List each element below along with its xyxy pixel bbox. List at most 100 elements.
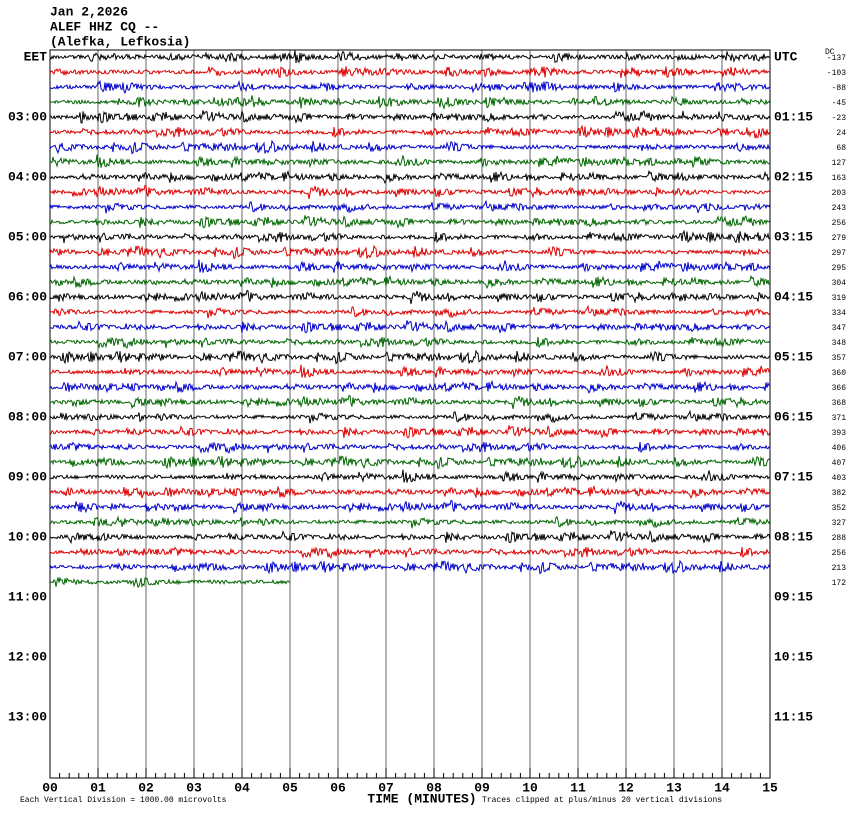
trace <box>49 515 771 529</box>
x-tick-label: 05 <box>282 780 298 795</box>
trace <box>49 349 771 365</box>
trace <box>49 576 291 589</box>
dc-value: 68 <box>836 144 846 153</box>
dc-value: 371 <box>832 414 847 423</box>
dc-value: 127 <box>832 159 847 168</box>
dc-value: 403 <box>832 474 847 483</box>
dc-value: 279 <box>832 234 847 243</box>
x-tick-label: 06 <box>330 780 346 795</box>
x-tick-label: 10 <box>522 780 538 795</box>
dc-value: 304 <box>832 279 847 288</box>
left-time-label: 07:00 <box>8 349 47 364</box>
trace <box>49 79 771 95</box>
x-tick-label: 14 <box>714 780 730 795</box>
left-time-label: 13:00 <box>8 709 47 724</box>
dc-value: 24 <box>836 129 846 138</box>
left-time-label: 11:00 <box>8 589 47 604</box>
dc-value: 172 <box>832 579 847 588</box>
dc-label: DC <box>825 48 835 57</box>
trace <box>49 441 771 454</box>
trace <box>49 109 771 124</box>
dc-value: 163 <box>832 174 847 183</box>
dc-value: 368 <box>832 399 847 408</box>
x-tick-label: 07 <box>378 780 394 795</box>
x-tick-label: 03 <box>186 780 202 795</box>
trace <box>49 50 771 64</box>
x-tick-label: 11 <box>570 780 586 795</box>
trace <box>49 214 771 229</box>
trace <box>49 274 771 290</box>
left-time-label: 09:00 <box>8 469 47 484</box>
x-axis-label: TIME (MINUTES) <box>367 791 476 806</box>
dc-value: 393 <box>832 429 847 438</box>
trace <box>49 66 771 78</box>
left-time-label: 03:00 <box>8 109 47 124</box>
right-time-label: 01:15 <box>774 109 813 124</box>
footer-left: Each Vertical Division = 1000.00 microvo… <box>20 796 227 805</box>
trace <box>49 409 771 424</box>
right-time-label: 07:15 <box>774 469 813 484</box>
dc-value: -23 <box>832 114 847 123</box>
right-time-label: 11:15 <box>774 709 813 724</box>
right-time-label: 06:15 <box>774 409 813 424</box>
trace <box>49 124 771 139</box>
x-tick-label: 15 <box>762 780 778 795</box>
dc-value: -45 <box>832 99 847 108</box>
trace <box>49 244 771 260</box>
right-time-label: 03:15 <box>774 229 813 244</box>
trace <box>49 184 771 199</box>
footer-right: Traces clipped at plus/minus 20 vertical… <box>482 796 722 805</box>
left-time-label: 04:00 <box>8 169 47 184</box>
dc-value: -103 <box>827 69 846 78</box>
right-time-label: 05:15 <box>774 349 813 364</box>
trace <box>49 139 771 155</box>
trace <box>49 424 771 439</box>
dc-value: 297 <box>832 249 847 258</box>
trace <box>49 454 771 470</box>
title-line: ALEF HHZ CQ -- <box>50 19 159 34</box>
title-line: Jan 2,2026 <box>50 4 128 19</box>
dc-value: 319 <box>832 294 847 303</box>
x-tick-label: 00 <box>42 780 58 795</box>
trace <box>49 469 771 484</box>
trace <box>49 546 771 559</box>
dc-value: 334 <box>832 309 847 318</box>
right-time-label: 09:15 <box>774 589 813 604</box>
trace <box>49 289 771 304</box>
right-time-label: 10:15 <box>774 649 813 664</box>
dc-value: 348 <box>832 339 847 348</box>
left-time-label: 10:00 <box>8 529 47 544</box>
trace <box>49 336 771 349</box>
trace <box>49 394 771 410</box>
x-tick-label: 04 <box>234 780 250 795</box>
x-tick-label: 02 <box>138 780 154 795</box>
trace <box>49 154 771 169</box>
trace <box>49 304 771 319</box>
right-time-label: 08:15 <box>774 529 813 544</box>
x-tick-label: 08 <box>426 780 442 795</box>
dc-value: -137 <box>827 54 846 63</box>
dc-value: 203 <box>832 189 847 198</box>
trace <box>49 199 771 214</box>
left-time-label: 08:00 <box>8 409 47 424</box>
dc-value: 382 <box>832 489 847 498</box>
trace <box>49 379 771 395</box>
left-time-label: EET <box>24 49 48 64</box>
right-time-label: 02:15 <box>774 169 813 184</box>
trace <box>49 559 771 575</box>
left-time-label: 06:00 <box>8 289 47 304</box>
dc-value: 357 <box>832 354 847 363</box>
right-time-label: UTC <box>774 49 798 64</box>
dc-value: -88 <box>832 84 847 93</box>
left-time-label: 12:00 <box>8 649 47 664</box>
right-time-label: 04:15 <box>774 289 813 304</box>
dc-value: 288 <box>832 534 847 543</box>
dc-value: 366 <box>832 384 847 393</box>
trace <box>49 319 771 334</box>
dc-value: 213 <box>832 564 847 573</box>
x-tick-label: 13 <box>666 780 682 795</box>
trace <box>49 169 771 185</box>
trace <box>49 229 771 244</box>
